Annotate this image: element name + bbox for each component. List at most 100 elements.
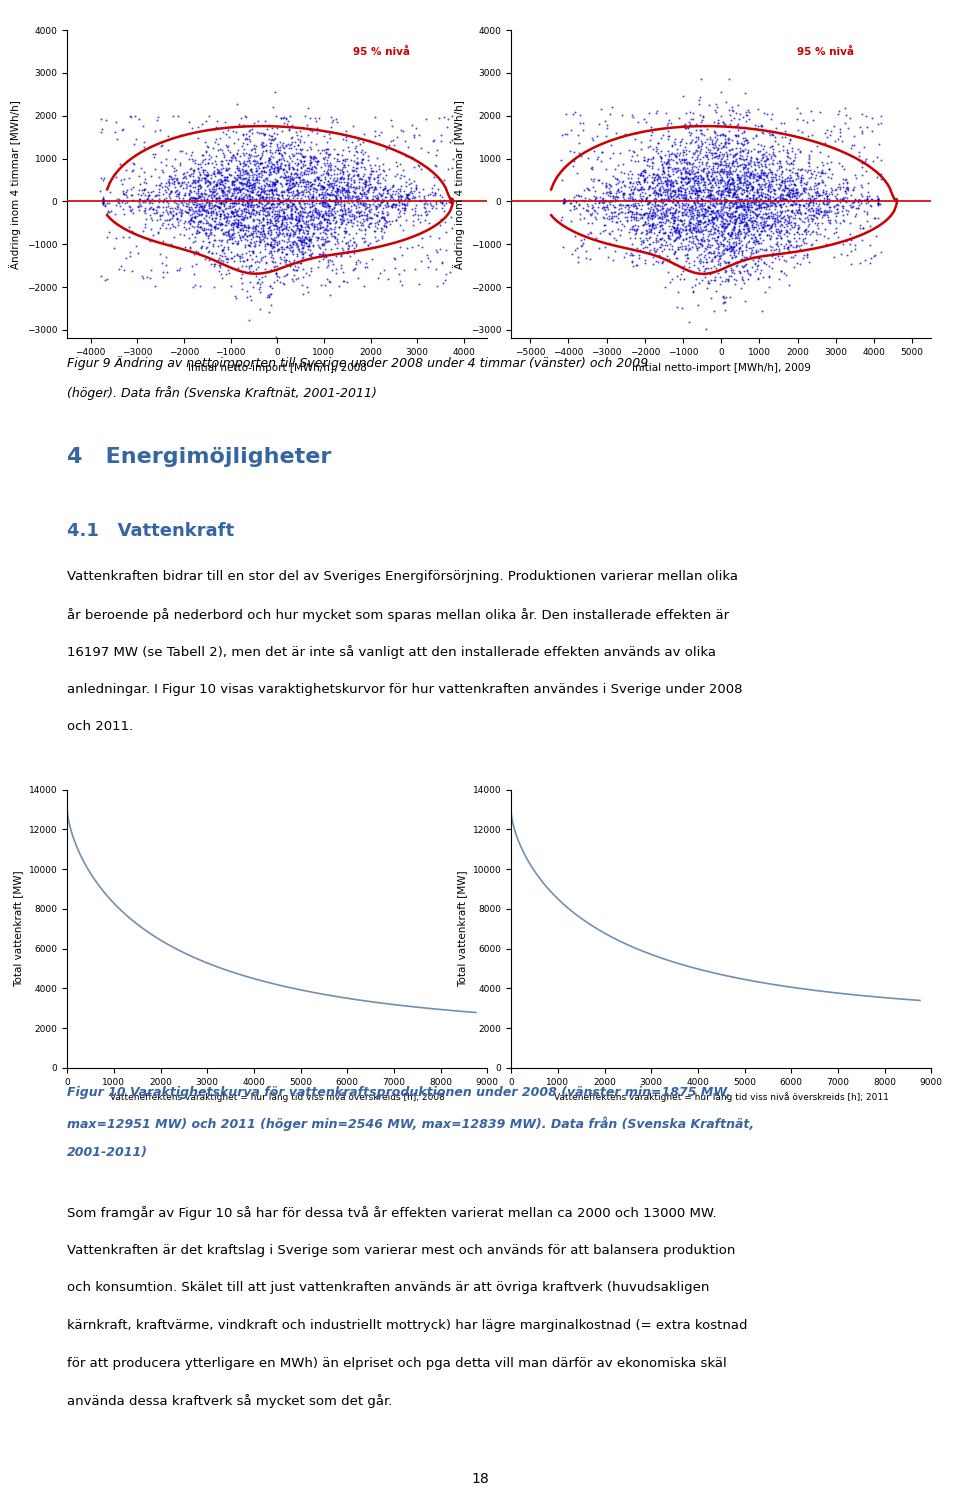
Point — [758, 238, 774, 262]
Point — [240, 161, 255, 185]
Point — [645, 162, 660, 186]
Point — [598, 197, 613, 221]
Point — [160, 212, 176, 236]
Point — [294, 239, 309, 263]
Point — [703, 138, 718, 162]
Point — [829, 102, 845, 126]
Point — [232, 152, 248, 176]
Point — [348, 196, 364, 220]
Point — [115, 180, 131, 205]
Point — [333, 186, 348, 211]
Point — [612, 193, 627, 217]
Point — [96, 188, 111, 212]
Point — [337, 180, 352, 205]
Point — [114, 117, 130, 141]
Point — [751, 150, 766, 174]
Point — [603, 179, 618, 203]
Point — [261, 299, 276, 323]
Point — [780, 141, 796, 165]
Point — [299, 260, 314, 284]
Point — [282, 168, 298, 193]
Point — [213, 156, 228, 180]
Point — [282, 251, 298, 275]
Point — [854, 183, 870, 208]
Point — [843, 253, 858, 277]
Point — [184, 197, 200, 221]
Point — [276, 146, 291, 170]
Point — [132, 191, 147, 215]
Point — [761, 158, 777, 182]
Point — [262, 274, 277, 298]
Point — [733, 146, 749, 170]
Point — [281, 119, 297, 143]
Point — [769, 217, 784, 241]
Point — [327, 190, 343, 214]
Point — [368, 211, 383, 235]
Point — [579, 245, 594, 269]
Point — [268, 224, 283, 248]
Point — [292, 188, 307, 212]
Point — [299, 218, 314, 242]
Point — [290, 215, 305, 239]
Point — [625, 186, 640, 211]
Point — [251, 191, 266, 215]
Point — [770, 158, 785, 182]
Point — [293, 251, 308, 275]
Point — [660, 188, 676, 212]
Point — [753, 262, 768, 286]
Point — [738, 173, 754, 197]
Point — [265, 236, 280, 260]
Point — [375, 205, 391, 229]
Point — [170, 194, 185, 218]
Point — [396, 193, 412, 217]
Point — [643, 203, 659, 227]
Point — [744, 226, 759, 250]
Point — [722, 177, 737, 202]
Point — [223, 186, 238, 211]
Point — [672, 174, 687, 199]
Point — [673, 209, 688, 233]
Point — [665, 177, 681, 202]
Point — [361, 168, 376, 193]
Point — [828, 177, 844, 202]
Point — [191, 209, 206, 233]
Point — [352, 182, 368, 206]
Point — [261, 215, 276, 239]
Point — [701, 161, 716, 185]
Point — [693, 180, 708, 205]
Point — [293, 226, 308, 250]
Point — [294, 155, 309, 179]
Point — [184, 140, 200, 164]
Point — [166, 159, 181, 183]
Point — [322, 143, 337, 167]
Point — [696, 144, 711, 168]
Point — [242, 173, 257, 197]
Point — [415, 235, 430, 259]
Point — [713, 205, 729, 229]
Point — [310, 177, 325, 202]
Point — [664, 140, 680, 164]
Point — [779, 140, 794, 164]
Point — [780, 183, 796, 208]
Point — [195, 217, 210, 241]
Point — [208, 190, 224, 214]
Point — [196, 143, 211, 167]
Point — [720, 238, 735, 262]
Point — [684, 200, 700, 224]
Point — [287, 188, 302, 212]
Point — [153, 173, 168, 197]
Point — [753, 220, 768, 244]
Point — [749, 197, 764, 221]
Point — [230, 212, 246, 236]
Point — [279, 180, 295, 205]
Point — [263, 257, 278, 281]
Point — [723, 202, 738, 226]
Point — [715, 224, 731, 248]
Point — [241, 185, 256, 209]
Point — [771, 205, 786, 229]
Point — [715, 223, 731, 247]
Point — [213, 188, 228, 212]
Point — [687, 196, 703, 220]
Point — [673, 161, 688, 185]
Point — [242, 183, 257, 208]
